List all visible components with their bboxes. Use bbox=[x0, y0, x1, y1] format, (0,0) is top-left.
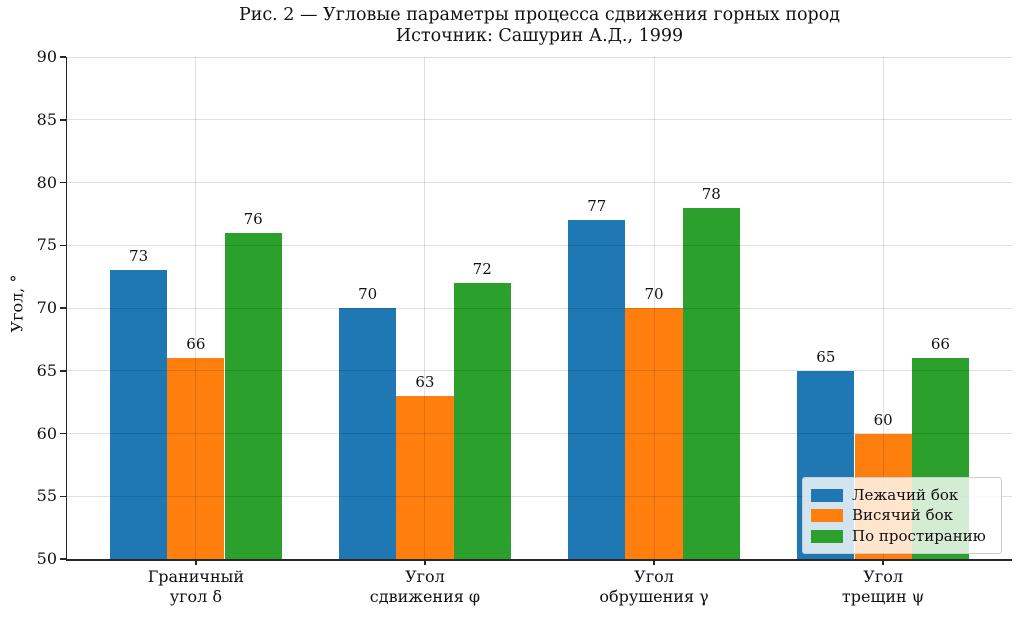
bar bbox=[453, 282, 511, 559]
y-tick-mark bbox=[59, 181, 66, 184]
x-tick-label: Угол сдвижения φ bbox=[369, 567, 481, 606]
legend-swatch bbox=[811, 488, 843, 502]
bar bbox=[339, 308, 397, 559]
bar bbox=[568, 220, 626, 559]
bar-value-label: 65 bbox=[816, 347, 836, 366]
chart-title: Рис. 2 — Угловые параметры процесса сдви… bbox=[67, 5, 1012, 47]
bar bbox=[625, 308, 683, 559]
y-axis-label: Угол, ° bbox=[7, 274, 27, 333]
y-tick-mark bbox=[59, 370, 66, 372]
bar bbox=[109, 270, 168, 559]
y-tick-label: 60 bbox=[36, 423, 57, 443]
grid-line-v bbox=[653, 57, 655, 559]
grid-line-h bbox=[67, 244, 1012, 246]
legend-item: Висячий бок bbox=[811, 506, 993, 525]
grid-line-v bbox=[424, 57, 426, 559]
x-tick-label: Угол трещин ψ bbox=[841, 567, 925, 606]
grid-line-v bbox=[195, 57, 197, 559]
x-tick-mark bbox=[653, 559, 655, 565]
x-tick-label: Угол обрушения γ bbox=[599, 567, 709, 606]
y-tick-label: 50 bbox=[36, 549, 57, 568]
x-axis-spine bbox=[65, 559, 1012, 561]
legend-item: Лежачий бок bbox=[811, 486, 993, 505]
y-tick-mark bbox=[59, 56, 66, 58]
chart-title-line2: Источник: Сашурин А.Д., 1999 bbox=[395, 26, 684, 46]
legend-item: По простиранию bbox=[811, 527, 993, 546]
y-tick-mark bbox=[59, 119, 66, 121]
legend-label: Висячий бок bbox=[852, 506, 954, 524]
y-tick-mark bbox=[59, 495, 66, 497]
grid-line-h bbox=[67, 370, 1012, 372]
legend-swatch bbox=[811, 529, 843, 543]
x-tick-label: Граничный угол δ bbox=[147, 567, 245, 606]
y-tick-label: 80 bbox=[36, 172, 57, 192]
y-tick-mark bbox=[59, 558, 66, 560]
bar-value-label: 63 bbox=[415, 372, 435, 391]
bar-value-label: 66 bbox=[930, 335, 950, 354]
legend-swatch bbox=[811, 509, 843, 522]
bar-value-label: 60 bbox=[873, 410, 893, 429]
x-tick-mark bbox=[882, 559, 884, 565]
y-tick-mark bbox=[59, 307, 66, 309]
legend: Лежачий бок Висячий бок По простиранию bbox=[802, 477, 1002, 554]
grid-line-v bbox=[882, 57, 884, 559]
y-tick-mark bbox=[59, 244, 66, 246]
grid-line-h bbox=[67, 307, 1012, 309]
y-tick-mark bbox=[59, 432, 66, 435]
grid-line-h bbox=[67, 495, 1012, 497]
bar-value-label: 66 bbox=[186, 335, 206, 354]
bar-value-label: 70 bbox=[358, 285, 378, 303]
chart-title-line1: Рис. 2 — Угловые параметры процесса сдви… bbox=[238, 5, 841, 25]
bar-value-label: 72 bbox=[472, 259, 492, 278]
bar bbox=[682, 207, 740, 559]
bar-value-label: 77 bbox=[587, 197, 607, 216]
y-tick-label: 55 bbox=[36, 486, 57, 506]
legend-label: По простиранию bbox=[852, 526, 986, 545]
grid-line-h bbox=[67, 56, 1012, 58]
bar bbox=[396, 395, 454, 559]
legend-label: Лежачий бок bbox=[852, 485, 959, 504]
y-tick-label: 85 bbox=[36, 109, 57, 129]
grid-line-h bbox=[67, 182, 1012, 183]
grid-line-h bbox=[67, 433, 1012, 434]
bar-value-label: 73 bbox=[129, 247, 149, 266]
x-tick-mark bbox=[195, 559, 197, 565]
bar-value-label: 70 bbox=[644, 285, 664, 303]
plot-area: 73 70 77 65 66 63 70 60 76 72 78 66 bbox=[67, 56, 1012, 559]
x-tick-mark bbox=[424, 559, 426, 565]
bar-value-label: 78 bbox=[701, 184, 721, 203]
bar-value-label: 76 bbox=[243, 209, 263, 228]
y-tick-label: 90 bbox=[36, 47, 57, 66]
bar bbox=[167, 358, 225, 559]
grid-line-h bbox=[67, 119, 1012, 121]
bar bbox=[224, 232, 282, 559]
